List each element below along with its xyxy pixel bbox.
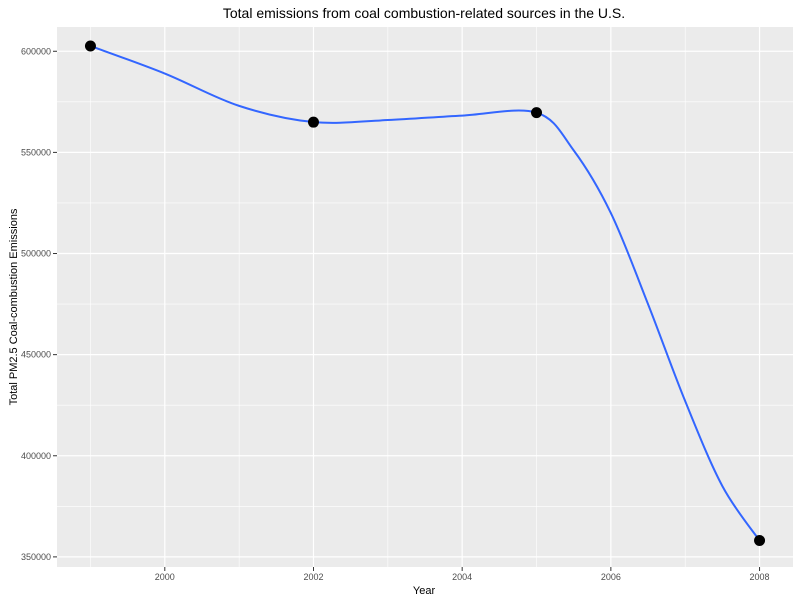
y-tick-label: 600000 — [21, 46, 51, 56]
y-axis-ticks: 350000 400000 450000 500000 550000 600000 — [21, 46, 57, 562]
plot-panel — [57, 27, 793, 567]
x-tick-label: 2004 — [452, 572, 472, 582]
y-tick-label: 550000 — [21, 147, 51, 157]
data-point — [754, 535, 766, 547]
x-tick-label: 2002 — [303, 572, 323, 582]
y-tick-label: 400000 — [21, 451, 51, 461]
x-tick-label: 2000 — [155, 572, 175, 582]
data-point — [531, 107, 543, 119]
x-tick-label: 2008 — [750, 572, 770, 582]
x-axis-ticks: 2000 2002 2004 2006 2008 — [155, 567, 770, 582]
data-point — [84, 40, 96, 52]
y-axis-title: Total PM2.5 Coal-combustion Emissions — [8, 208, 20, 405]
data-point — [307, 116, 319, 128]
y-tick-label: 450000 — [21, 350, 51, 360]
minor-gridlines — [57, 27, 793, 567]
x-tick-label: 2006 — [601, 572, 621, 582]
x-axis-title: Year — [413, 585, 436, 597]
y-tick-label: 500000 — [21, 249, 51, 259]
chart-title: Total emissions from coal combustion-rel… — [223, 5, 625, 21]
y-tick-label: 350000 — [21, 552, 51, 562]
data-points — [84, 40, 766, 547]
